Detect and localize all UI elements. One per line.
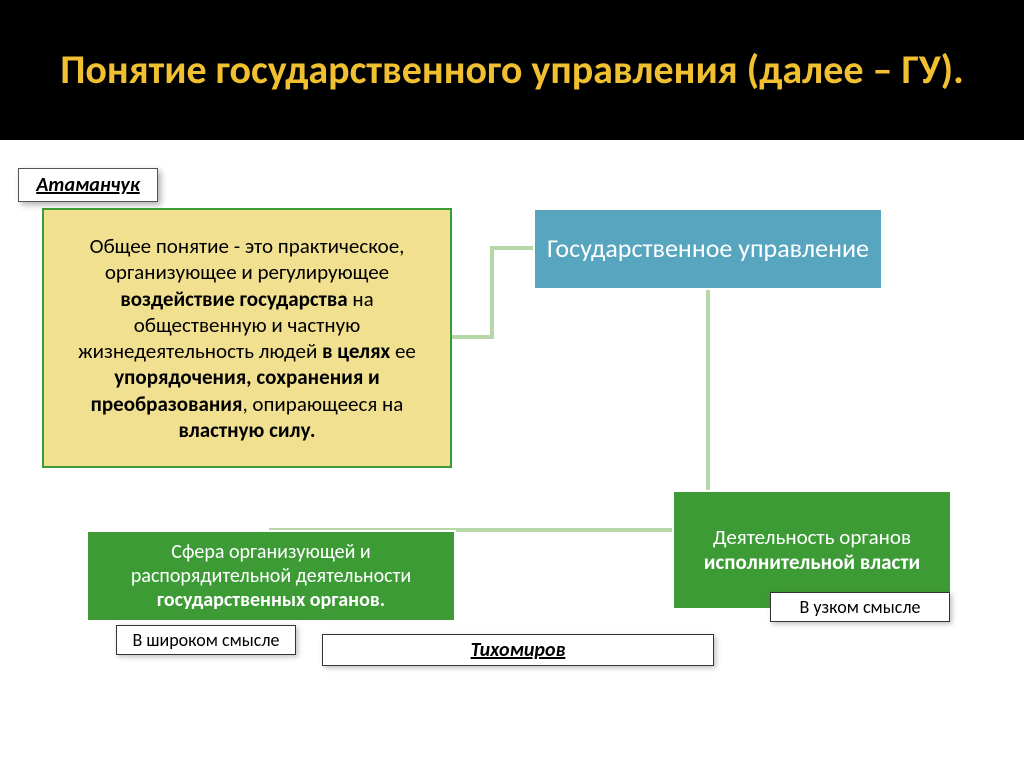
title-bar: Понятие государственного управления (дал…	[0, 0, 1024, 140]
page-title: Понятие государственного управления (дал…	[60, 45, 964, 95]
author-atamanchuk: Атаманчук	[18, 168, 158, 202]
definition-general: Общее понятие - это практическое, органи…	[42, 208, 452, 468]
connector	[452, 335, 492, 339]
root-node: Государственное управление	[533, 208, 883, 290]
connector	[490, 246, 533, 250]
connector	[490, 248, 494, 339]
author-tikhomirov: Тихомиров	[322, 634, 714, 666]
branch-narrow-text: Деятельность органов исполнительной влас…	[686, 525, 938, 575]
diagram-canvas: Атаманчук Общее понятие - это практическ…	[0, 140, 1024, 767]
definition-general-text: Общее понятие - это практическое, органи…	[56, 233, 438, 443]
root-node-text: Государственное управление	[547, 234, 869, 264]
label-narrow-sense: В узком смысле	[770, 592, 950, 622]
label-broad-sense: В широком смысле	[116, 625, 296, 655]
branch-broad: Сфера организующей и распорядительной де…	[86, 530, 456, 622]
branch-broad-text: Сфера организующей и распорядительной де…	[100, 540, 442, 612]
